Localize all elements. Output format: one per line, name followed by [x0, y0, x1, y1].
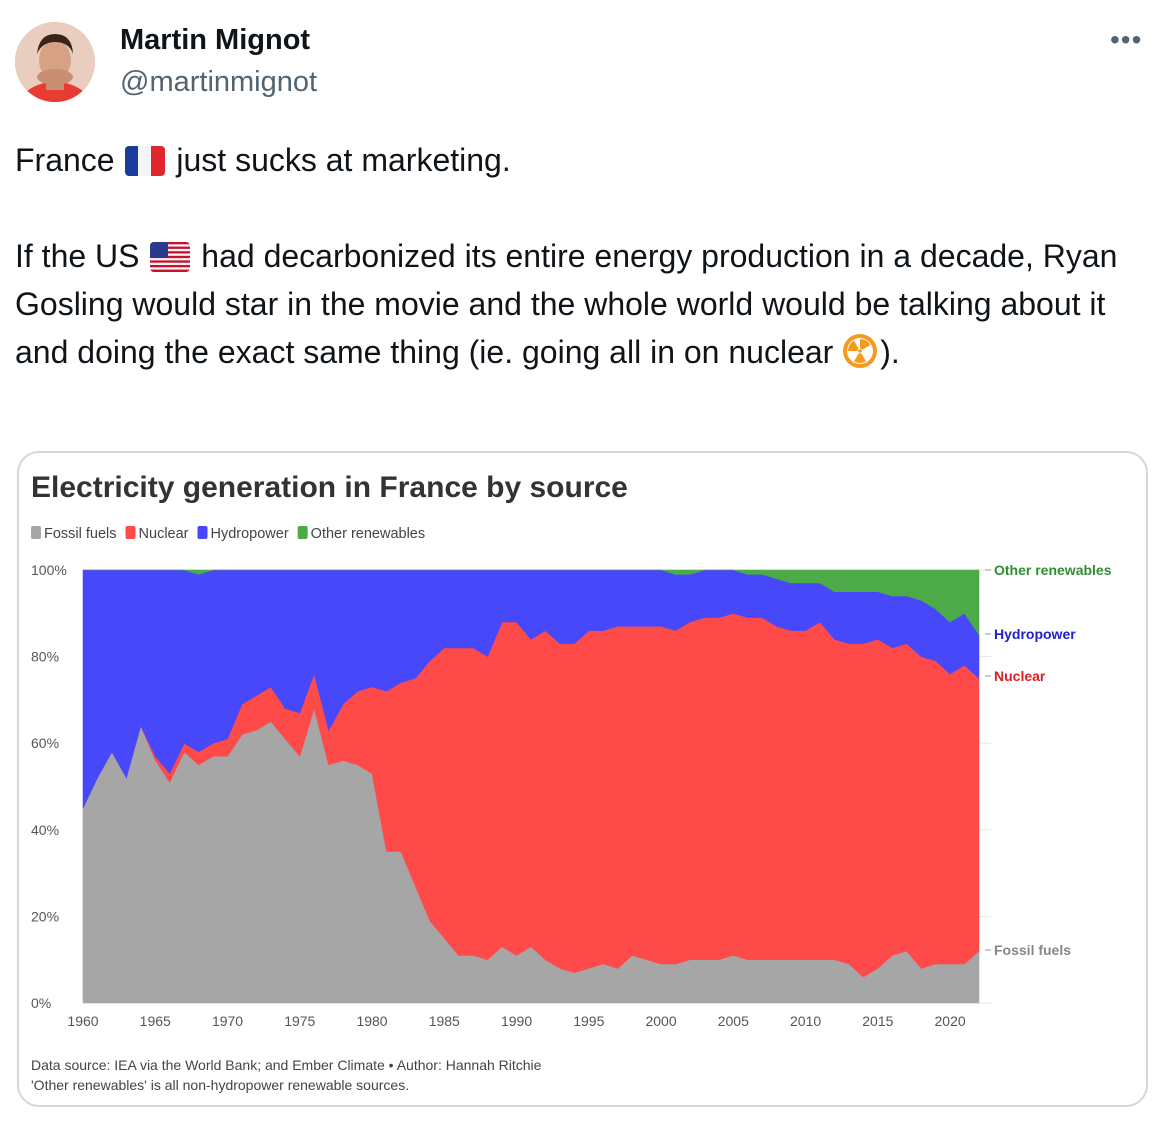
- end-label-nuclear: Nuclear: [994, 668, 1046, 684]
- x-tick-label: 2010: [790, 1013, 821, 1029]
- x-tick-label: 1990: [501, 1013, 532, 1029]
- chart-title: Electricity generation in France by sour…: [31, 471, 628, 504]
- legend-label-other-renewables: Other renewables: [311, 526, 425, 542]
- tweet-text-france: France: [15, 142, 115, 178]
- y-tick-label: 0%: [31, 995, 51, 1011]
- x-tick-label: 2015: [862, 1013, 893, 1029]
- legend-label-nuclear: Nuclear: [139, 526, 189, 542]
- legend-swatch-fossil-fuels: [31, 526, 41, 539]
- chart: Electricity generation in France by sour…: [31, 471, 1112, 1093]
- y-axis: 0% 20% 40% 60% 80% 100%: [31, 562, 67, 1011]
- y-tick-label: 20%: [31, 908, 59, 924]
- tweet-text: France just sucks at marketing. If the U…: [15, 136, 1150, 376]
- chart-card[interactable]: Electricity generation in France by sour…: [17, 451, 1148, 1107]
- legend-label-fossil-fuels: Fossil fuels: [44, 526, 117, 542]
- legend-swatch-other-renewables: [297, 526, 308, 539]
- end-label-fossil-fuels: Fossil fuels: [994, 942, 1071, 958]
- more-horizontal-icon: •••: [1110, 24, 1143, 55]
- more-options-button[interactable]: •••: [1110, 24, 1142, 56]
- tweet-paragraph-1: France just sucks at marketing.: [15, 136, 1150, 184]
- y-tick-label: 40%: [31, 822, 59, 838]
- us-flag-icon: [150, 242, 191, 272]
- x-tick-label: 1975: [284, 1013, 315, 1029]
- x-tick-label: 1965: [140, 1013, 171, 1029]
- end-label-other-renewables: Other renewables: [994, 562, 1112, 578]
- tweet-text-end: ).: [880, 334, 900, 370]
- x-tick-label: 1960: [67, 1013, 98, 1029]
- x-tick-label: 1980: [356, 1013, 387, 1029]
- author-handle[interactable]: @martinmignot: [120, 66, 318, 98]
- chart-note: 'Other renewables' is all non-hydropower…: [31, 1077, 409, 1093]
- tweet-text-us: If the US: [15, 238, 140, 274]
- legend-swatch-nuclear: [125, 526, 136, 539]
- chart-areas: [82, 569, 980, 1004]
- x-tick-label: 2020: [935, 1013, 966, 1029]
- author-name[interactable]: Martin Mignot: [120, 24, 311, 56]
- radioactive-icon: [842, 333, 878, 369]
- x-tick-label: 2000: [645, 1013, 676, 1029]
- area-other-renewables: [83, 569, 980, 636]
- france-flag-icon: [125, 146, 166, 176]
- x-axis: 1960 1965 1970 1975 1980 1985 1990 1995 2000 2005…: [67, 1013, 965, 1029]
- chart-legend: Fossil fuels Nuclear Hydropower Other renew…: [31, 526, 425, 542]
- y-tick-label: 100%: [31, 562, 67, 578]
- x-tick-label: 1985: [429, 1013, 460, 1029]
- chart-source: Data source: IEA via the World Bank; and…: [31, 1057, 542, 1073]
- legend-swatch-hydropower: [197, 526, 208, 539]
- x-tick-label: 2005: [718, 1013, 749, 1029]
- avatar[interactable]: [15, 22, 95, 102]
- tweet-paragraph-2: If the US had decarbonized its entire en…: [15, 232, 1150, 376]
- legend-label-hydropower: Hydropower: [211, 526, 289, 542]
- end-label-hydropower: Hydropower: [994, 626, 1076, 642]
- x-tick-label: 1995: [573, 1013, 604, 1029]
- series-end-labels: Other renewables Hydropower Nuclear Fossil …: [985, 562, 1112, 958]
- x-tick-label: 1970: [212, 1013, 243, 1029]
- y-tick-label: 80%: [31, 649, 59, 665]
- avatar-portrait-icon: [15, 22, 95, 102]
- tweet-text-sucks: just sucks at marketing.: [167, 142, 511, 178]
- y-tick-label: 60%: [31, 735, 59, 751]
- tweet-text-decarbonized: had decarbonized its entire energy produ…: [15, 238, 1118, 370]
